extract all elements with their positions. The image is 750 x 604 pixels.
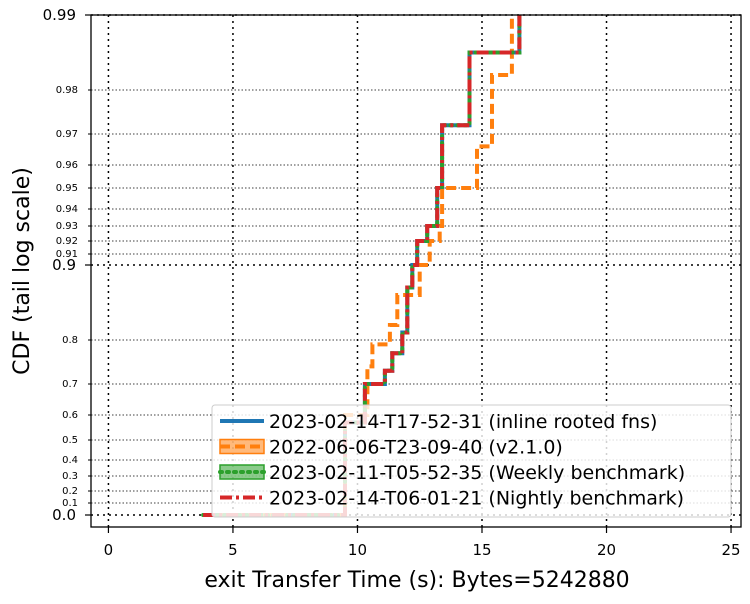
y-minor-tick-label: 0.3 xyxy=(62,471,78,482)
y-minor-tick-label: 0.7 xyxy=(62,379,78,390)
y-minor-tick-label: 0.2 xyxy=(62,486,78,497)
y-major-tick-label: 0.99 xyxy=(43,6,76,24)
y-minor-tick-label: 0.92 xyxy=(56,236,78,247)
x-tick-label: 25 xyxy=(721,541,740,559)
x-tick-label: 15 xyxy=(472,541,491,559)
x-tick-label: 0 xyxy=(104,541,114,559)
legend-entry-label: 2023-02-11-T05-52-35 (Weekly benchmark) xyxy=(269,462,685,484)
y-axis-label: CDF (tail log scale) xyxy=(10,167,35,375)
legend-box xyxy=(211,404,732,518)
x-tick-label: 10 xyxy=(348,541,367,559)
y-minor-tick-label: 0.95 xyxy=(56,183,78,194)
y-minor-tick-label: 0.97 xyxy=(56,129,78,140)
series-lines xyxy=(201,13,522,517)
y-major-tick-label: 0.0 xyxy=(52,506,76,524)
y-minor-tick-label: 0.1 xyxy=(62,498,78,509)
series-line-4 xyxy=(203,15,522,517)
y-minor-tick-label: 0.4 xyxy=(62,455,78,466)
y-minor-tick-label: 0.96 xyxy=(56,160,78,171)
y-minor-tick-label: 0.8 xyxy=(62,335,78,346)
legend-entry-label: 2022-06-06-T23-09-40 (v2.1.0) xyxy=(269,437,563,459)
series-line-2 xyxy=(203,15,514,517)
y-minor-tick-label: 0.93 xyxy=(56,221,78,232)
axes: 0 5 10 15 20 250.10.20.30.40.50.60.70.80.910.… xyxy=(43,6,742,559)
y-minor-tick-label: 0.5 xyxy=(62,435,78,446)
x-axis-label: exit Transfer Time (s): Bytes=5242880 xyxy=(204,568,629,593)
y-minor-tick-label: 0.91 xyxy=(56,249,78,260)
y-minor-tick-label: 0.6 xyxy=(62,410,78,421)
legend-entry-label: 2023-02-14-T17-52-31 (inline rooted fns) xyxy=(269,411,657,433)
plot-frame xyxy=(90,14,742,528)
x-tick-label: 5 xyxy=(228,541,238,559)
y-minor-tick-label: 0.98 xyxy=(56,85,78,96)
x-tick-label: 20 xyxy=(597,541,616,559)
y-minor-tick-label: 0.94 xyxy=(56,204,78,215)
legend-entry-label: 2023-02-14-T06-01-21 (Nightly benchmark) xyxy=(269,488,684,510)
legend: 2023-02-14-T17-52-31 (inline rooted fns)… xyxy=(211,404,732,518)
y-major-tick-label: 0.9 xyxy=(52,256,76,274)
